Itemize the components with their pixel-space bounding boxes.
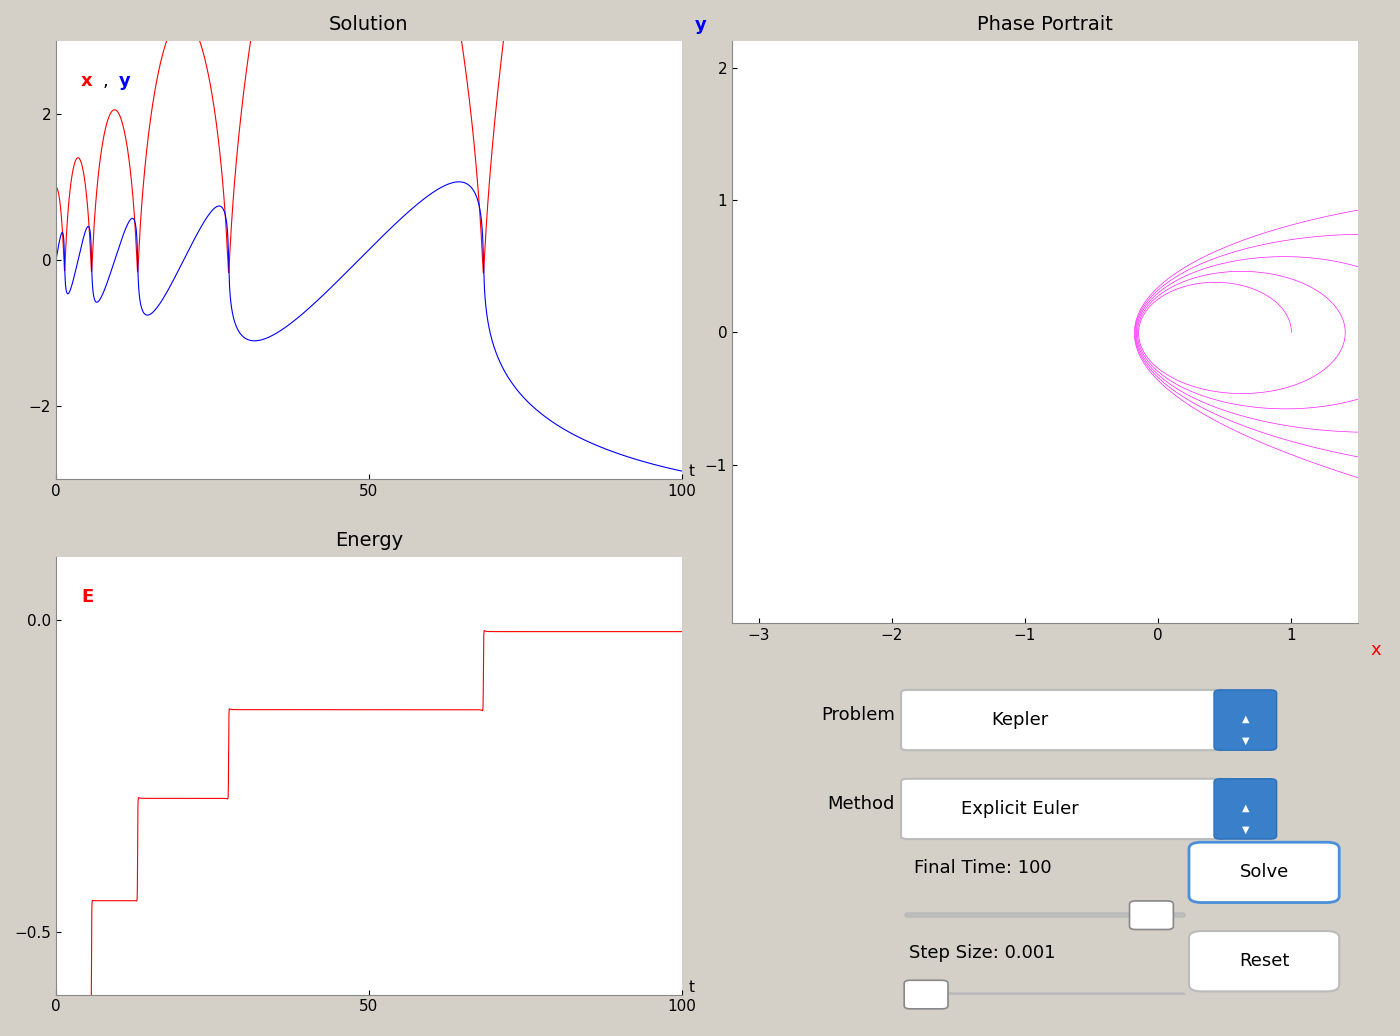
Text: t: t (689, 980, 694, 995)
Text: E: E (81, 588, 94, 606)
Text: ▼: ▼ (1242, 736, 1249, 746)
FancyBboxPatch shape (904, 980, 948, 1009)
Text: ▲: ▲ (1242, 802, 1249, 812)
Text: Problem: Problem (820, 707, 895, 724)
Text: t: t (689, 464, 694, 479)
FancyBboxPatch shape (1189, 931, 1340, 991)
Text: x: x (1371, 640, 1382, 659)
FancyBboxPatch shape (1130, 901, 1173, 929)
FancyBboxPatch shape (1214, 690, 1277, 750)
FancyBboxPatch shape (1214, 779, 1277, 839)
Text: y: y (119, 73, 130, 90)
Text: Method: Method (827, 796, 895, 813)
Title: Solution: Solution (329, 16, 409, 34)
Text: x: x (81, 73, 92, 90)
Title: Energy: Energy (335, 531, 403, 550)
Text: ▼: ▼ (1242, 825, 1249, 835)
Text: Final Time: 100: Final Time: 100 (914, 859, 1051, 876)
Text: Step Size: 0.001: Step Size: 0.001 (909, 944, 1056, 962)
Text: Solve: Solve (1239, 863, 1289, 882)
FancyBboxPatch shape (902, 779, 1226, 839)
Title: Phase Portrait: Phase Portrait (977, 16, 1113, 34)
FancyBboxPatch shape (1189, 842, 1340, 902)
Text: Explicit Euler: Explicit Euler (962, 800, 1079, 817)
Text: Kepler: Kepler (991, 711, 1049, 729)
Text: Reset: Reset (1239, 952, 1289, 971)
Text: ▲: ▲ (1242, 714, 1249, 723)
FancyBboxPatch shape (902, 690, 1226, 750)
Text: y: y (694, 16, 707, 34)
Text: ,: , (104, 73, 109, 90)
